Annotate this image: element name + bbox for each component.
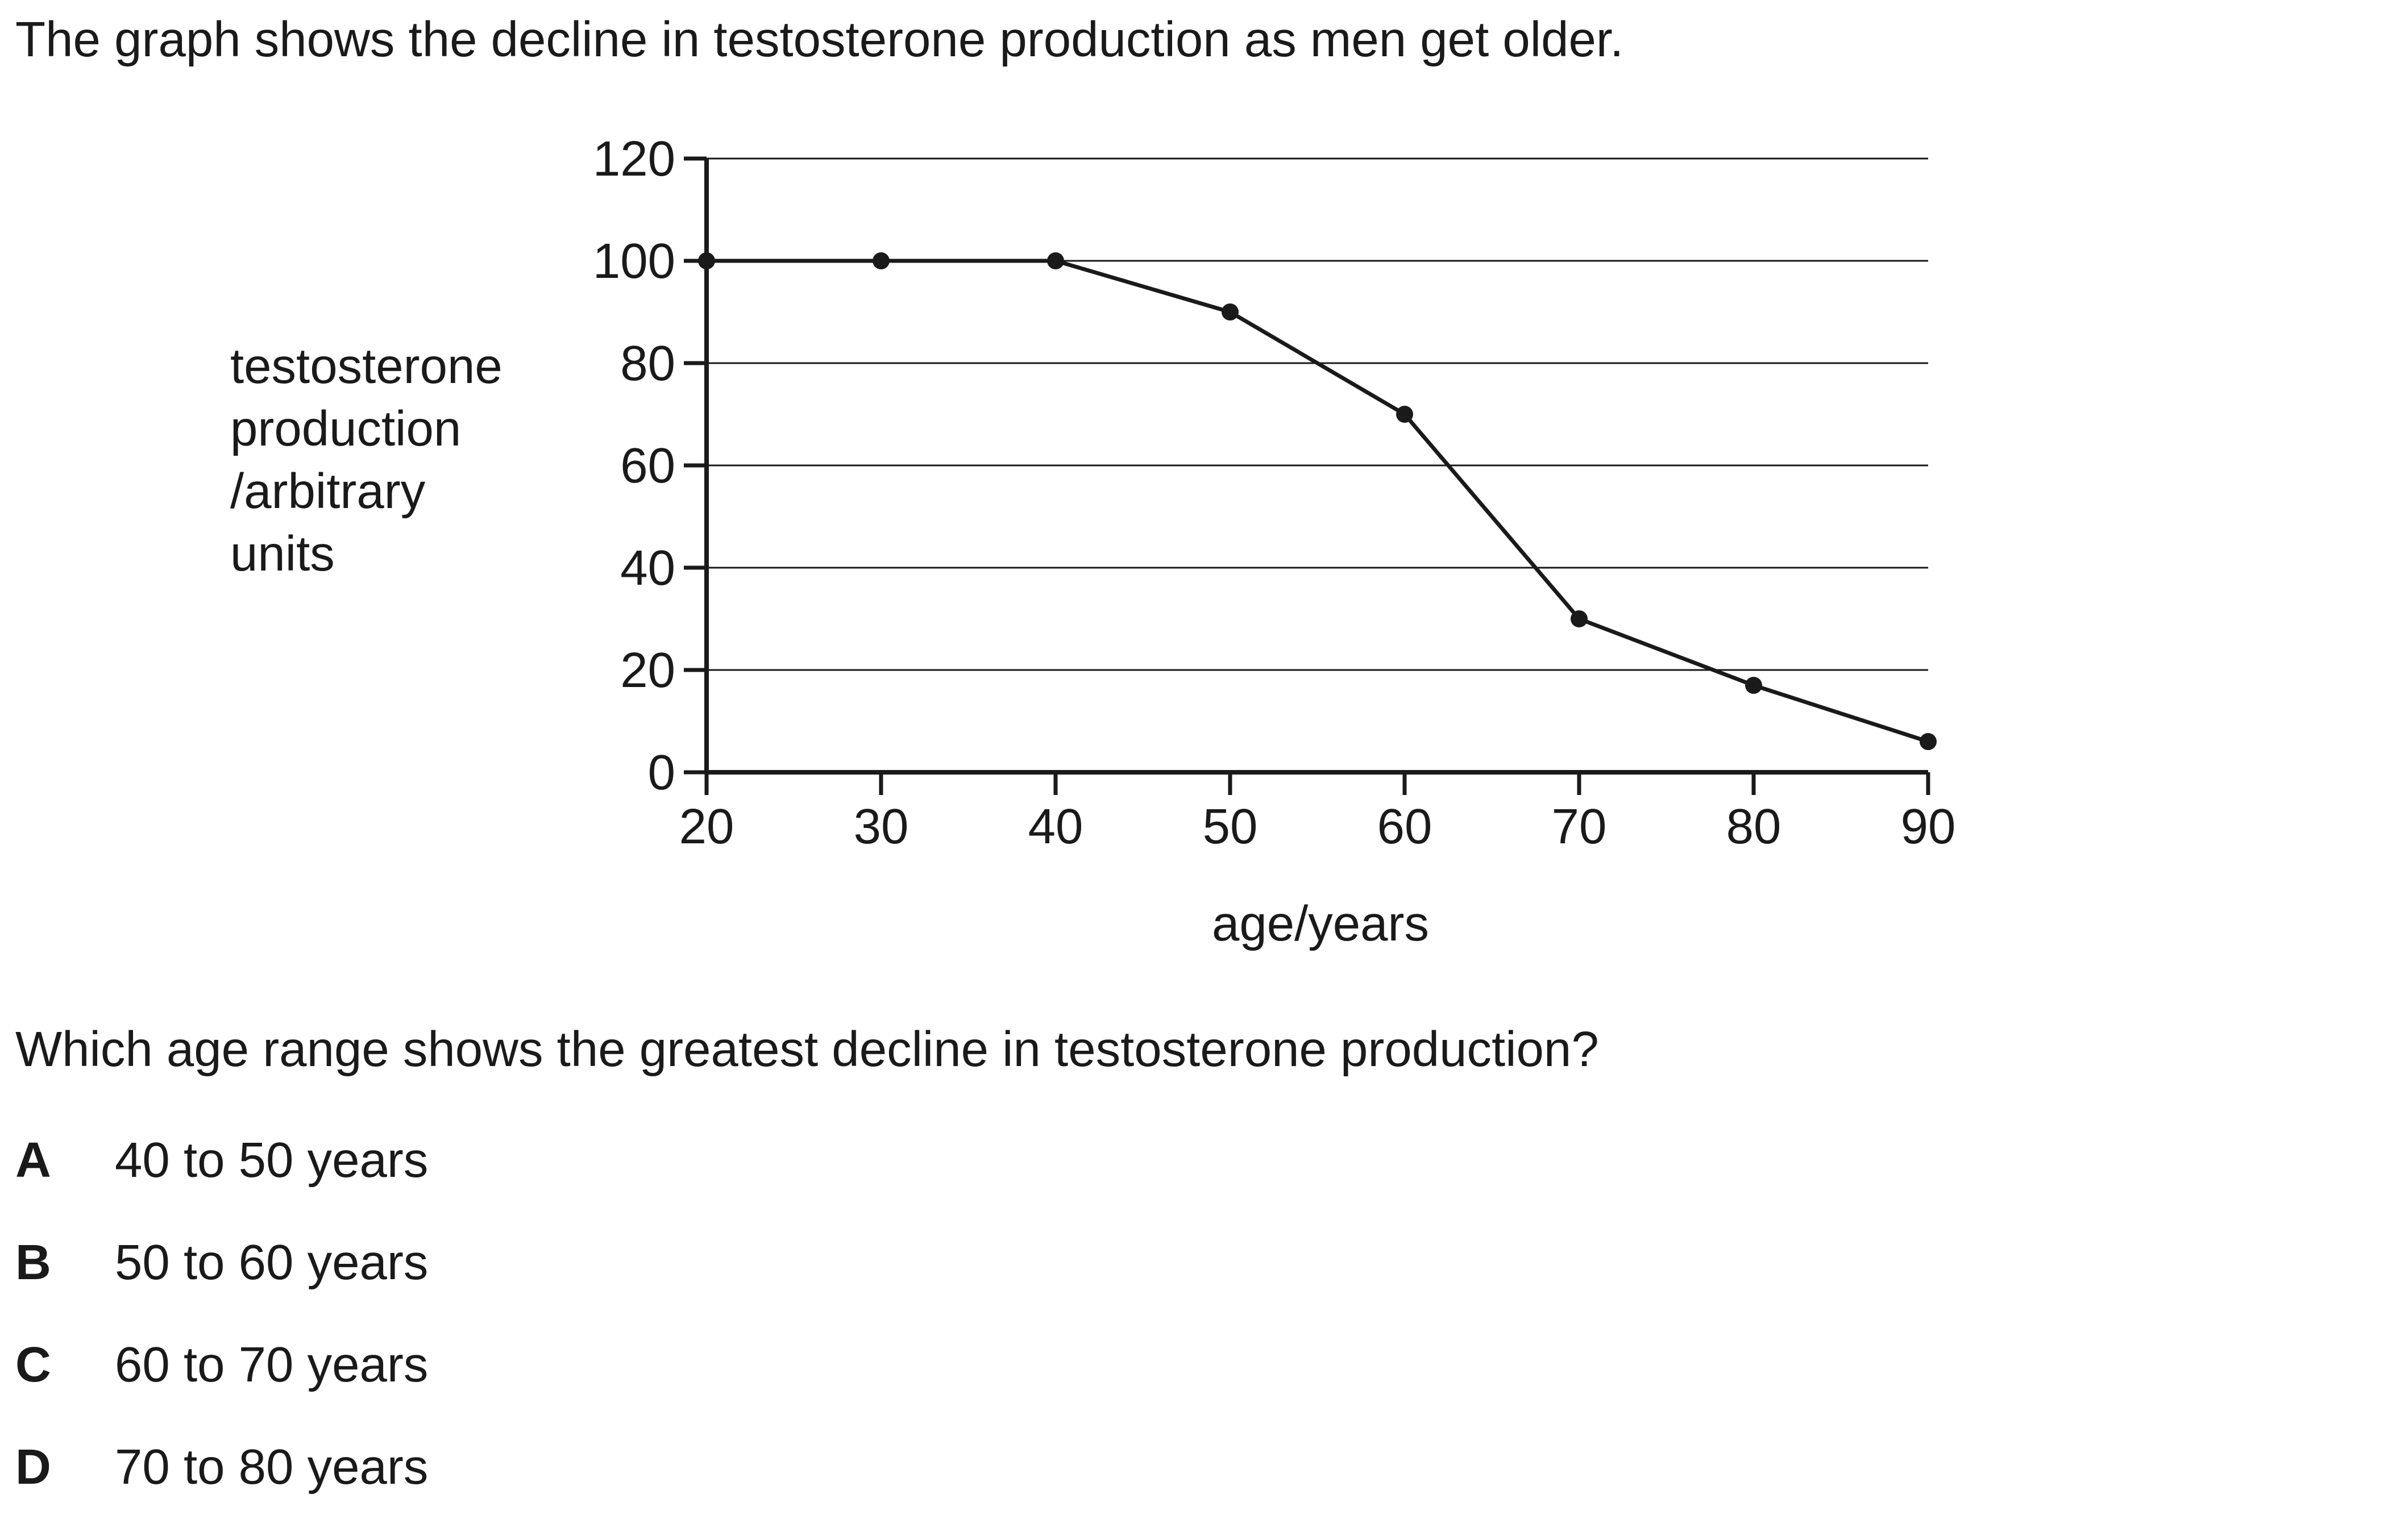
intro-text: The graph shows the decline in testoster… <box>15 12 1624 67</box>
data-point <box>1920 733 1937 750</box>
y-axis-label: testosterone production /arbitrary units <box>230 335 502 585</box>
x-tick-label: 20 <box>679 799 734 854</box>
y-axis-label-line: production <box>230 401 462 456</box>
option-text: 40 to 50 years <box>115 1133 429 1188</box>
option-letter: B <box>15 1235 51 1290</box>
question-text: Which age range shows the greatest decli… <box>15 1022 1599 1077</box>
series-line <box>707 259 1929 744</box>
data-series <box>698 252 1937 750</box>
option-letter: D <box>15 1439 51 1495</box>
y-axis-label-line: /arbitrary <box>230 464 426 519</box>
y-tick-label: 120 <box>593 131 675 186</box>
y-tick-label: 60 <box>620 438 675 493</box>
x-tick-label: 70 <box>1552 799 1607 854</box>
option-text: 60 to 70 years <box>115 1337 429 1392</box>
axes <box>684 156 1930 795</box>
data-point <box>873 252 890 269</box>
y-axis-label-line: units <box>230 526 335 581</box>
grid-lines <box>707 157 1928 671</box>
option-text: 70 to 80 years <box>115 1439 429 1495</box>
data-point <box>1047 252 1064 269</box>
x-tick-label: 90 <box>1901 799 1956 854</box>
option-letter: C <box>15 1337 51 1392</box>
y-tick-label: 40 <box>620 540 675 596</box>
option-letter: A <box>15 1133 51 1188</box>
x-tick-label: 50 <box>1203 799 1258 854</box>
data-point <box>1222 303 1239 321</box>
y-tick-label: 100 <box>593 234 675 289</box>
x-tick-label: 30 <box>854 799 909 854</box>
y-tick-label: 0 <box>648 745 675 800</box>
data-point <box>1396 406 1413 423</box>
x-axis-label: age/years <box>1212 896 1429 951</box>
x-tick-label: 80 <box>1726 799 1781 854</box>
data-point <box>698 252 715 269</box>
y-tick-label: 20 <box>620 643 675 698</box>
data-point <box>1745 677 1762 694</box>
data-point <box>1571 610 1588 627</box>
y-axis-label-line: testosterone <box>230 339 502 394</box>
x-tick-label: 40 <box>1028 799 1083 854</box>
x-tick-label: 60 <box>1377 799 1432 854</box>
y-tick-label: 80 <box>620 336 675 391</box>
option-text: 50 to 60 years <box>115 1235 429 1290</box>
